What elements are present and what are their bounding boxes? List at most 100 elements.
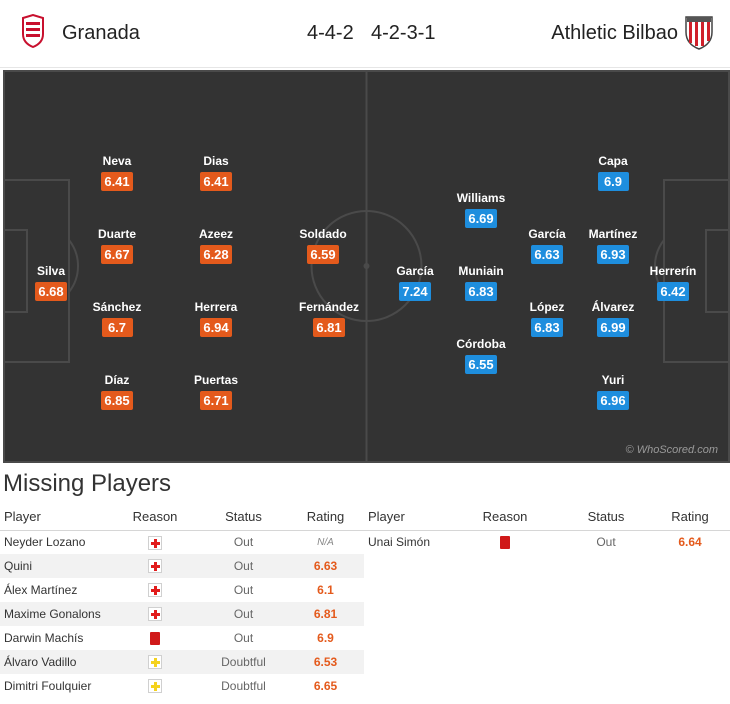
whoscored-watermark: © WhoScored.com [625, 444, 718, 456]
player-away-alvarez[interactable]: Álvarez 6.99 [578, 300, 648, 337]
home-formation: 4-4-2 [307, 22, 354, 44]
player-away-garcia-midfield[interactable]: García 6.63 [512, 227, 582, 264]
player-name: Córdoba [456, 337, 506, 351]
player-rating: 6.94 [200, 318, 232, 337]
red-card-icon [150, 632, 160, 646]
player-rating: 7.24 [399, 282, 431, 301]
missing-player-name[interactable]: Unai Simón [368, 535, 431, 550]
injury-icon [148, 559, 162, 574]
pitch-lines [3, 70, 730, 463]
table-row: Unai Simón Out 6.64 [364, 530, 730, 554]
missing-player-name[interactable]: Darwin Machís [4, 631, 84, 645]
player-home-sanchez[interactable]: Sánchez 6.7 [82, 300, 152, 337]
lineup-pitch: Silva 6.68 Neva 6.41 Duarte 6.67 Sánchez… [3, 70, 730, 463]
player-away-williams[interactable]: Williams 6.69 [446, 191, 516, 228]
missing-status: Doubtful [200, 650, 287, 674]
player-name: Dias [203, 154, 229, 168]
injury-icon [148, 535, 162, 550]
player-name: Williams [456, 191, 506, 205]
column-header-status[interactable]: Status [562, 504, 650, 531]
player-rating: 6.41 [200, 172, 232, 191]
granada-crest-icon[interactable] [21, 14, 45, 48]
player-home-azeez[interactable]: Azeez 6.28 [181, 227, 251, 264]
player-rating: 6.42 [657, 282, 689, 301]
table-row: Álvaro Vadillo Doubtful 6.53 [0, 650, 364, 674]
home-team-name[interactable]: Granada [62, 22, 140, 44]
player-name: Yuri [601, 373, 625, 387]
player-name: Duarte [97, 227, 136, 241]
column-header-status[interactable]: Status [200, 504, 287, 531]
player-away-cordoba[interactable]: Córdoba 6.55 [446, 337, 516, 374]
player-rating: 6.63 [531, 245, 563, 264]
missing-status: Out [233, 631, 254, 645]
athletic-bilbao-crest-icon[interactable] [684, 14, 714, 50]
missing-player-name[interactable]: Maxime Gonalons [0, 602, 110, 626]
player-name: Martínez [588, 227, 638, 241]
missing-player-name[interactable]: Quini [0, 554, 110, 578]
player-away-yuri[interactable]: Yuri 6.96 [578, 373, 648, 410]
missing-status: Out [200, 554, 287, 578]
player-away-garcia-forward[interactable]: García 7.24 [380, 264, 450, 301]
column-header-player[interactable]: Player [364, 504, 448, 531]
player-away-lopez[interactable]: López 6.83 [512, 300, 582, 337]
table-row: Quini Out 6.63 [0, 554, 364, 578]
player-name: Herrerín [649, 264, 697, 278]
column-header-reason[interactable]: Reason [448, 504, 562, 531]
player-rating: 6.96 [597, 391, 629, 410]
missing-status: Out [233, 535, 254, 550]
player-home-fernandez[interactable]: Fernández 6.81 [294, 300, 364, 337]
player-rating: 6.81 [313, 318, 345, 337]
injury-icon [148, 607, 162, 622]
away-team-name[interactable]: Athletic Bilbao [551, 22, 678, 44]
player-rating: 6.99 [597, 318, 629, 337]
player-rating: 6.9 [597, 172, 629, 191]
table-row: Darwin Machís Out 6.9 [0, 626, 364, 650]
player-away-martinez[interactable]: Martínez 6.93 [578, 227, 648, 264]
player-home-neva[interactable]: Neva 6.41 [82, 154, 152, 191]
home-missing-players-table: Player Reason Status Rating Neyder Lozan… [0, 504, 364, 698]
missing-player-name[interactable]: Álex Martínez [4, 583, 78, 597]
missing-rating: 6.53 [287, 650, 364, 674]
player-home-soldado[interactable]: Soldado 6.59 [288, 227, 358, 264]
player-home-dias[interactable]: Dias 6.41 [181, 154, 251, 191]
column-header-reason[interactable]: Reason [110, 504, 200, 531]
missing-rating: 6.1 [317, 583, 334, 597]
missing-rating: 6.9 [317, 631, 334, 645]
player-away-capa[interactable]: Capa 6.9 [578, 154, 648, 191]
red-card-icon [500, 536, 510, 550]
player-name: Azeez [198, 227, 233, 241]
missing-player-name[interactable]: Neyder Lozano [4, 535, 86, 550]
player-home-diaz[interactable]: Díaz 6.85 [82, 373, 152, 410]
missing-status: Out [200, 602, 287, 626]
player-away-muniain[interactable]: Muniain 6.83 [446, 264, 516, 301]
missing-status: Out [233, 583, 254, 597]
player-name: Neva [102, 154, 132, 168]
missing-rating: 6.81 [287, 602, 364, 626]
player-home-duarte[interactable]: Duarte 6.67 [82, 227, 152, 264]
missing-rating: 6.65 [313, 679, 338, 693]
player-home-herrera[interactable]: Herrera 6.94 [181, 300, 251, 337]
player-name: Díaz [104, 373, 130, 387]
column-header-rating[interactable]: Rating [650, 504, 730, 531]
player-name: García [396, 264, 434, 278]
match-header: Granada 4-4-2 4-2-3-1 Athletic Bilbao [0, 0, 730, 68]
player-name: Álvarez [591, 300, 635, 314]
player-name: Muniain [458, 264, 504, 278]
player-home-silva[interactable]: Silva 6.68 [16, 264, 86, 301]
missing-status: Doubtful [221, 679, 266, 693]
missing-status: Out [596, 535, 616, 550]
away-missing-players-table: Player Reason Status Rating Unai Simón O… [364, 504, 730, 554]
missing-rating: N/A [317, 536, 334, 548]
player-home-puertas[interactable]: Puertas 6.71 [181, 373, 251, 410]
player-name: Fernández [298, 300, 359, 314]
player-rating: 6.59 [307, 245, 339, 264]
player-name: García [528, 227, 566, 241]
missing-player-name[interactable]: Dimitri Foulquier [4, 679, 92, 693]
column-header-rating[interactable]: Rating [287, 504, 364, 531]
missing-rating: 6.64 [678, 535, 702, 550]
player-away-herrerin[interactable]: Herrerín 6.42 [638, 264, 708, 301]
missing-player-name[interactable]: Álvaro Vadillo [0, 650, 110, 674]
missing-players-title: Missing Players [3, 470, 172, 497]
player-rating: 6.7 [101, 318, 133, 337]
column-header-player[interactable]: Player [0, 504, 110, 531]
